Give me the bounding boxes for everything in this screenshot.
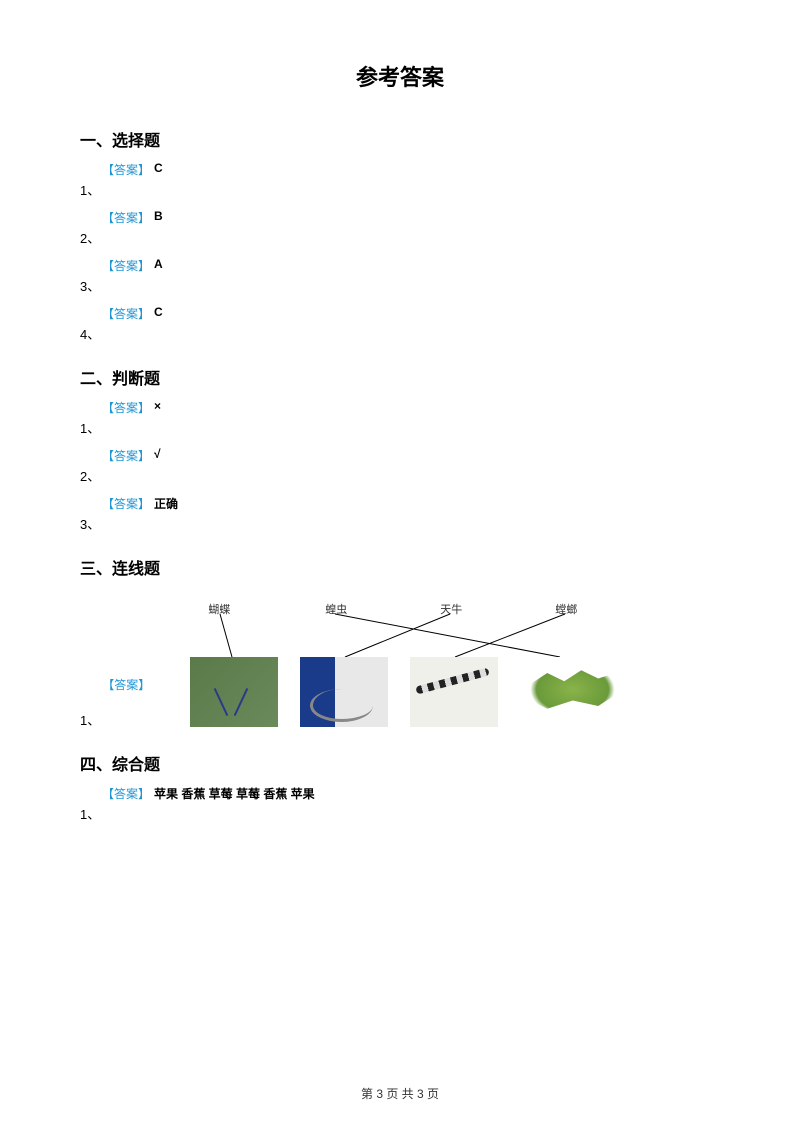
answer-row: 1、 【答案】 ×	[80, 409, 720, 437]
match-image-mantis	[520, 657, 620, 727]
section-1-header: 一、选择题	[80, 127, 720, 151]
match-image-locust	[300, 657, 388, 727]
document-page: 参考答案 一、选择题 1、 【答案】 C 2、 【答案】 B 3、 【答案】 A…	[0, 0, 800, 883]
section-2-header: 二、判断题	[80, 365, 720, 389]
answer-label: 【答案】	[102, 305, 150, 322]
answer-row: 2、 【答案】 √	[80, 457, 720, 485]
answer-row: 1、 【答案】 C	[80, 171, 720, 199]
match-label-1: 蝴蝶	[208, 601, 230, 617]
row-number: 2、	[80, 228, 100, 247]
section-4-header: 四、综合题	[80, 751, 720, 775]
answer-label: 【答案】	[102, 447, 150, 464]
answer-row: 4、 【答案】 C	[80, 315, 720, 343]
answer-label: 【答案】	[102, 209, 150, 226]
match-label-4: 螳螂	[555, 601, 577, 617]
row-number: 1、	[80, 804, 100, 823]
match-label-3: 天牛	[440, 601, 462, 617]
answer-label: 【答案】	[102, 257, 150, 274]
page-title: 参考答案	[80, 60, 720, 92]
page-footer: 第 3 页 共 3 页	[0, 1085, 800, 1102]
answer-row: 2、 【答案】 B	[80, 219, 720, 247]
answer-value: C	[154, 305, 163, 319]
answer-label: 【答案】	[102, 399, 150, 416]
answer-label: 【答案】	[102, 495, 150, 512]
section-3-header: 三、连线题	[80, 555, 720, 579]
answer-value: B	[154, 209, 163, 223]
answer-value: 苹果 香蕉 草莓 草莓 香蕉 苹果	[154, 785, 315, 802]
row-number: 1、	[80, 418, 100, 437]
matching-answer-row: 1、 【答案】 蝴蝶 蝗虫 天牛 螳螂	[80, 599, 720, 729]
answer-label: 【答案】	[102, 785, 150, 802]
answer-value: 正确	[154, 495, 178, 512]
match-image-butterfly	[190, 657, 278, 727]
row-number: 1、	[80, 710, 100, 729]
answer-value: ×	[154, 399, 161, 413]
matching-diagram: 蝴蝶 蝗虫 天牛 螳螂	[160, 599, 630, 729]
row-number: 3、	[80, 276, 100, 295]
answer-value: √	[154, 447, 161, 461]
match-image-longhorn	[410, 657, 498, 727]
answer-label: 【答案】	[102, 676, 150, 693]
row-number: 4、	[80, 324, 100, 343]
answer-label: 【答案】	[102, 161, 150, 178]
match-label-2: 蝗虫	[325, 601, 347, 617]
answer-value: C	[154, 161, 163, 175]
row-number: 3、	[80, 514, 100, 533]
answer-row: 3、 【答案】 正确	[80, 505, 720, 533]
answer-row: 1、 【答案】 苹果 香蕉 草莓 草莓 香蕉 苹果	[80, 795, 720, 823]
row-number: 2、	[80, 466, 100, 485]
answer-row: 3、 【答案】 A	[80, 267, 720, 295]
answer-value: A	[154, 257, 163, 271]
row-number: 1、	[80, 180, 100, 199]
